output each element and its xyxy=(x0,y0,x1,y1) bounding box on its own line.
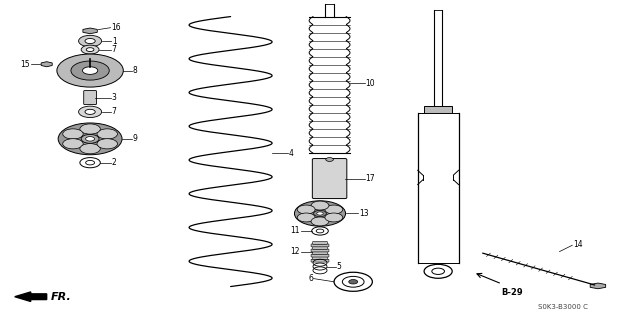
Text: 8: 8 xyxy=(132,66,137,75)
Circle shape xyxy=(86,48,94,51)
Text: 16: 16 xyxy=(111,23,121,32)
Text: 7: 7 xyxy=(112,45,116,54)
Circle shape xyxy=(63,139,83,149)
Circle shape xyxy=(58,123,122,155)
Circle shape xyxy=(57,54,124,87)
Polygon shape xyxy=(41,62,52,67)
Polygon shape xyxy=(590,283,605,289)
FancyBboxPatch shape xyxy=(424,106,452,114)
FancyBboxPatch shape xyxy=(313,252,327,255)
Text: 9: 9 xyxy=(132,134,137,143)
Text: 7: 7 xyxy=(112,108,116,116)
Circle shape xyxy=(85,39,95,44)
Text: 6: 6 xyxy=(308,274,313,283)
Circle shape xyxy=(79,35,102,47)
Text: 10: 10 xyxy=(365,79,375,88)
Circle shape xyxy=(81,45,99,54)
FancyBboxPatch shape xyxy=(313,241,327,244)
Circle shape xyxy=(314,210,326,217)
Text: S0K3-B3000 C: S0K3-B3000 C xyxy=(538,304,588,310)
FancyBboxPatch shape xyxy=(311,244,329,247)
Text: 4: 4 xyxy=(289,149,294,158)
Text: 14: 14 xyxy=(573,241,582,249)
Circle shape xyxy=(79,106,102,118)
Text: 17: 17 xyxy=(365,174,375,183)
Circle shape xyxy=(97,139,118,149)
Text: 1: 1 xyxy=(112,37,116,46)
Text: 5: 5 xyxy=(337,262,342,271)
Circle shape xyxy=(325,205,343,214)
FancyBboxPatch shape xyxy=(313,247,327,249)
Text: 15: 15 xyxy=(20,60,30,69)
Circle shape xyxy=(311,217,329,226)
Circle shape xyxy=(326,158,333,161)
Text: 11: 11 xyxy=(291,226,300,235)
Circle shape xyxy=(97,129,118,139)
Circle shape xyxy=(81,134,99,143)
Circle shape xyxy=(349,279,358,284)
Circle shape xyxy=(85,109,95,115)
Circle shape xyxy=(297,205,315,214)
Circle shape xyxy=(311,201,329,210)
Text: B-29: B-29 xyxy=(500,288,522,297)
Circle shape xyxy=(80,144,100,154)
Circle shape xyxy=(80,124,100,134)
Circle shape xyxy=(71,61,109,80)
FancyBboxPatch shape xyxy=(311,254,329,257)
Circle shape xyxy=(294,201,346,226)
Circle shape xyxy=(317,212,323,215)
FancyBboxPatch shape xyxy=(312,159,347,198)
Text: 3: 3 xyxy=(112,93,116,102)
Circle shape xyxy=(83,67,98,74)
Circle shape xyxy=(86,137,95,141)
FancyArrow shape xyxy=(15,292,47,301)
Polygon shape xyxy=(83,28,97,34)
Text: FR.: FR. xyxy=(51,292,71,302)
Text: 12: 12 xyxy=(291,247,300,256)
Circle shape xyxy=(325,213,343,222)
FancyBboxPatch shape xyxy=(313,257,327,260)
FancyBboxPatch shape xyxy=(311,259,329,262)
Text: 2: 2 xyxy=(112,158,116,167)
Circle shape xyxy=(297,213,315,222)
FancyBboxPatch shape xyxy=(84,91,97,105)
Text: 13: 13 xyxy=(359,209,369,218)
Circle shape xyxy=(63,129,83,139)
FancyBboxPatch shape xyxy=(311,249,329,252)
